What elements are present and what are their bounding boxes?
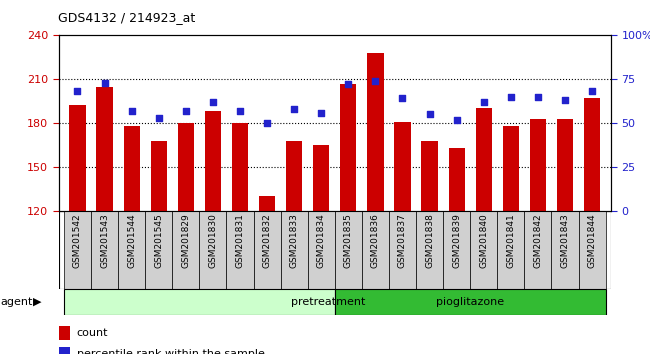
Text: GSM201839: GSM201839: [452, 213, 461, 268]
Text: GSM201837: GSM201837: [398, 213, 407, 268]
Bar: [578, 211, 606, 289]
Point: [153, 115, 164, 121]
Text: pretreatment: pretreatment: [291, 297, 365, 307]
Point: [208, 99, 218, 105]
Point: [181, 108, 191, 114]
Point: [126, 108, 137, 114]
Bar: [70, 105, 86, 211]
Text: GSM201545: GSM201545: [154, 213, 163, 268]
Bar: [551, 211, 578, 289]
Point: [262, 120, 272, 126]
Bar: [584, 98, 600, 211]
Bar: [557, 119, 573, 211]
Text: GSM201841: GSM201841: [506, 213, 515, 268]
Bar: [476, 108, 492, 211]
Bar: [200, 211, 226, 289]
Text: GSM201838: GSM201838: [425, 213, 434, 268]
Bar: [259, 196, 275, 211]
Bar: [96, 86, 112, 211]
Bar: [91, 211, 118, 289]
Text: GSM201542: GSM201542: [73, 213, 82, 268]
Text: GSM201835: GSM201835: [344, 213, 353, 268]
Bar: [389, 211, 416, 289]
Text: count: count: [77, 328, 108, 338]
Text: GSM201836: GSM201836: [371, 213, 380, 268]
Point: [506, 94, 516, 99]
Text: pioglitazone: pioglitazone: [436, 297, 504, 307]
Text: GSM201833: GSM201833: [290, 213, 298, 268]
Point: [560, 97, 570, 103]
Bar: [281, 211, 307, 289]
Text: GSM201544: GSM201544: [127, 213, 136, 268]
Text: GSM201543: GSM201543: [100, 213, 109, 268]
Text: GSM201829: GSM201829: [181, 213, 190, 268]
Bar: [502, 126, 519, 211]
Bar: [177, 123, 194, 211]
Text: GSM201844: GSM201844: [588, 213, 597, 268]
Bar: [145, 211, 172, 289]
Text: ▶: ▶: [32, 297, 41, 307]
Bar: [118, 211, 145, 289]
Text: GSM201832: GSM201832: [263, 213, 272, 268]
Bar: [497, 211, 525, 289]
Point: [587, 88, 597, 94]
Point: [478, 99, 489, 105]
Bar: [470, 211, 497, 289]
Point: [424, 112, 435, 117]
Bar: [124, 126, 140, 211]
Text: agent: agent: [0, 297, 32, 307]
Text: GSM201830: GSM201830: [209, 213, 217, 268]
Bar: [530, 119, 546, 211]
Text: percentile rank within the sample: percentile rank within the sample: [77, 349, 265, 354]
Bar: [335, 211, 362, 289]
Bar: [313, 145, 330, 211]
Point: [289, 106, 299, 112]
Text: GDS4132 / 214923_at: GDS4132 / 214923_at: [58, 11, 196, 24]
Bar: [172, 211, 200, 289]
Bar: [525, 211, 551, 289]
Bar: [205, 111, 221, 211]
Bar: [367, 53, 383, 211]
Bar: [226, 211, 254, 289]
Point: [72, 88, 83, 94]
Point: [397, 96, 408, 101]
Point: [235, 108, 245, 114]
Bar: [64, 289, 335, 315]
Point: [316, 110, 326, 115]
Bar: [307, 211, 335, 289]
Bar: [443, 211, 470, 289]
Bar: [340, 84, 356, 211]
Bar: [395, 121, 411, 211]
Point: [99, 80, 110, 86]
Bar: [335, 289, 606, 315]
Point: [370, 78, 381, 84]
Bar: [416, 211, 443, 289]
Bar: [254, 211, 281, 289]
Text: GSM201834: GSM201834: [317, 213, 326, 268]
Bar: [286, 141, 302, 211]
Point: [533, 94, 543, 99]
Text: GSM201843: GSM201843: [560, 213, 569, 268]
Bar: [151, 141, 167, 211]
Text: GSM201842: GSM201842: [534, 213, 542, 268]
Text: GSM201840: GSM201840: [479, 213, 488, 268]
Bar: [448, 148, 465, 211]
Bar: [232, 123, 248, 211]
Point: [451, 117, 462, 122]
Point: [343, 82, 354, 87]
Bar: [64, 211, 91, 289]
Text: GSM201831: GSM201831: [235, 213, 244, 268]
Bar: [362, 211, 389, 289]
Bar: [421, 141, 437, 211]
